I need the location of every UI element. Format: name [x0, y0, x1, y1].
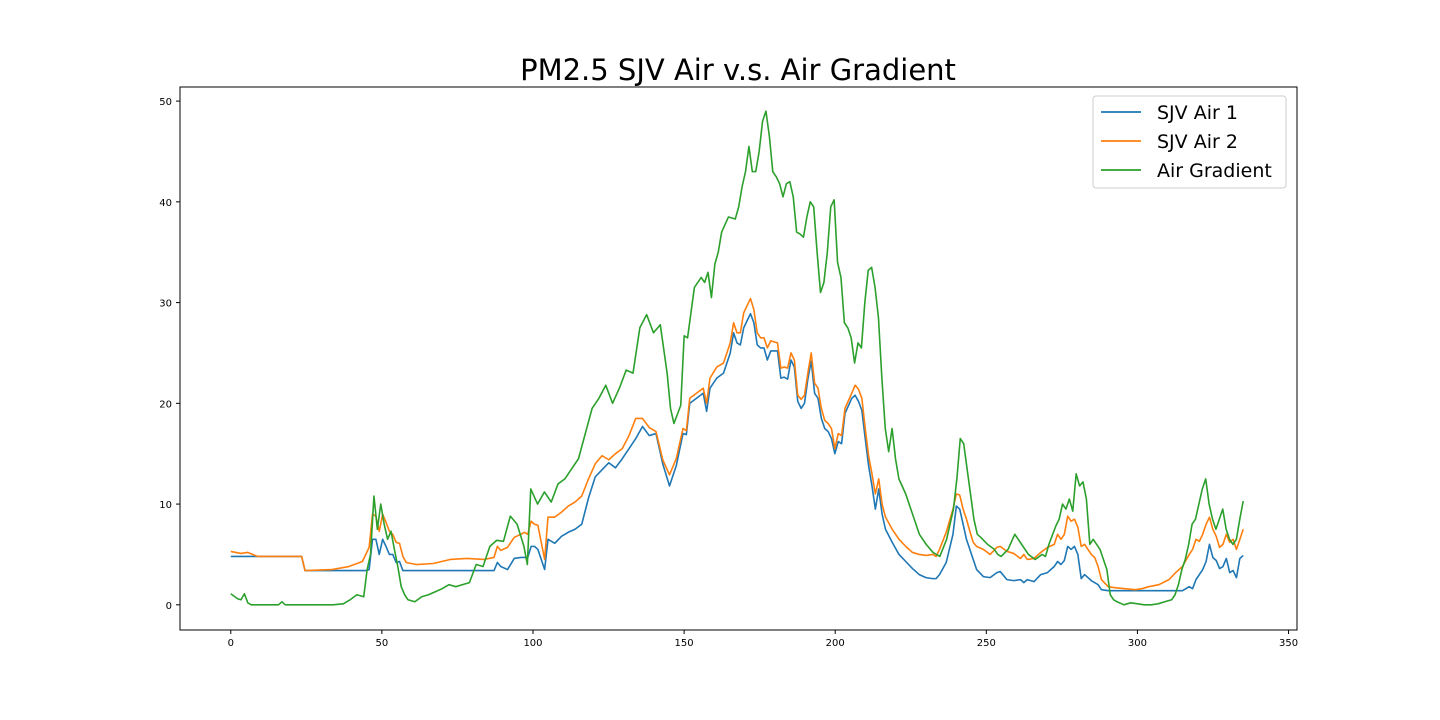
x-tick-label: 0	[228, 638, 234, 649]
y-tick-label: 40	[159, 198, 172, 209]
legend-label: SJV Air 1	[1157, 102, 1238, 124]
series-line-3	[230, 110, 1244, 606]
legend-label: Air Gradient	[1157, 160, 1272, 182]
x-tick-label: 200	[826, 638, 845, 649]
legend-box	[1092, 95, 1287, 189]
y-tick-label: 10	[159, 500, 172, 511]
y-tick-label: 0	[166, 601, 172, 612]
plot-lines	[230, 110, 1244, 606]
series-line-2	[230, 297, 1244, 591]
y-tick-label: 50	[159, 97, 172, 108]
legend: SJV Air 1 SJV Air 2 Air Gradient	[1092, 95, 1287, 189]
x-tick-label: 250	[977, 638, 996, 649]
x-axis: 0 50 100 150 200 250 300 350	[228, 630, 1298, 649]
y-tick-label: 30	[159, 299, 172, 310]
x-tick-label: 300	[1128, 638, 1147, 649]
x-tick-label: 150	[675, 638, 694, 649]
plot-frame	[179, 86, 1298, 631]
series-line-1	[230, 312, 1244, 592]
y-tick-label: 20	[159, 399, 172, 410]
x-tick-label: 50	[376, 638, 389, 649]
x-tick-label: 350	[1279, 638, 1298, 649]
y-axis: 0 10 20 30 40 50	[159, 97, 180, 612]
x-tick-label: 100	[523, 638, 542, 649]
legend-label: SJV Air 2	[1157, 131, 1238, 153]
chart-title: PM2.5 SJV Air v.s. Air Gradient	[520, 53, 956, 87]
